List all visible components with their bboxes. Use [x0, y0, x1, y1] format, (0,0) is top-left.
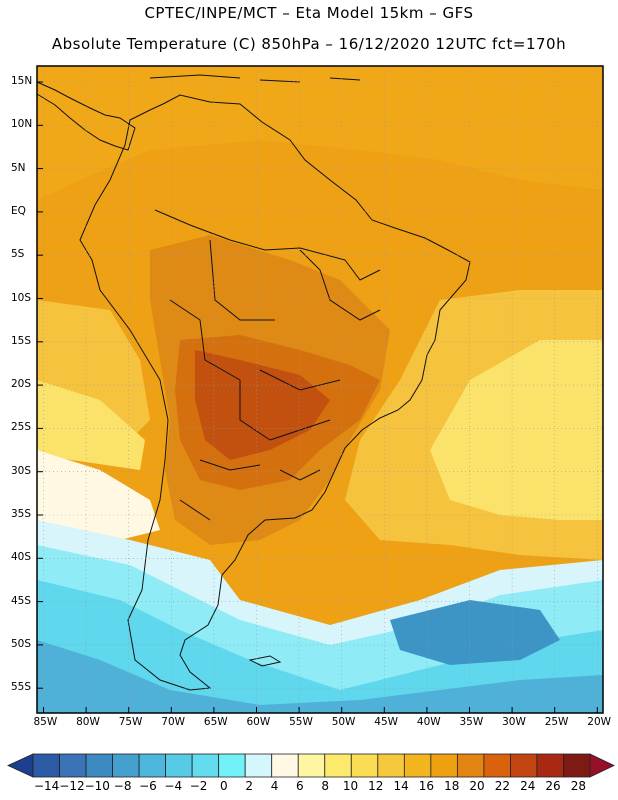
colorbar-bin — [377, 753, 405, 778]
longitude-label: 30W — [502, 716, 526, 728]
colorbar-tick-label: −4 — [164, 779, 183, 793]
colorbar-bin — [563, 753, 591, 778]
colorbar-tick-label: 24 — [520, 779, 536, 793]
latitude-label: 20S — [11, 378, 32, 391]
longitude-label: 80W — [76, 716, 100, 728]
colorbar-tick-label: 0 — [220, 779, 228, 793]
map-title: CPTEC/INPE/MCT – Eta Model 15km – GFS — [144, 4, 474, 22]
latitude-label: 15S — [11, 334, 32, 347]
colorbar-bin — [483, 753, 511, 778]
longitude-label: 50W — [331, 716, 356, 728]
latitude-label: 5N — [11, 161, 26, 174]
colorbar-bin — [218, 753, 246, 778]
colorbar-tick-label: −10 — [84, 779, 110, 793]
latitude-label: 10S — [11, 291, 32, 304]
colorbar-tick-label: −12 — [59, 779, 85, 793]
field-gold-north — [37, 66, 603, 200]
falkland-islands — [248, 655, 282, 667]
latitude-label: 5S — [11, 248, 25, 261]
colorbar-tick-label: 12 — [368, 779, 384, 793]
colorbar-bin — [59, 753, 87, 778]
longitude-label: 65W — [203, 716, 228, 728]
latitude-label: 50S — [11, 637, 32, 650]
colorbar-tick-label: 10 — [342, 779, 359, 793]
longitude-label: 60W — [246, 716, 271, 728]
colorbar-max-arrow — [589, 753, 615, 778]
colorbar-tick-label: 26 — [545, 779, 561, 793]
colorbar-tick-label: 2 — [245, 779, 254, 793]
colorbar-bin — [456, 753, 485, 778]
latitude-axis — [37, 81, 43, 689]
field-land-red-center — [235, 380, 295, 430]
latitude-label: 55S — [11, 681, 32, 694]
colorbar-bin — [510, 753, 538, 778]
colorbar-tick-label: −14 — [33, 779, 60, 793]
latitude-label: 40S — [11, 551, 32, 564]
coastlines — [36, 74, 471, 691]
latitude-label: 25S — [11, 421, 32, 434]
longitude-label: 55W — [289, 716, 313, 728]
longitude-label: 25W — [544, 716, 569, 728]
colorbar-bin — [403, 753, 432, 778]
longitude-label: 85W — [33, 716, 58, 728]
colorbar-tick-label: −6 — [139, 779, 157, 793]
latitude-label: 15N — [11, 75, 33, 87]
country-borders — [154, 209, 381, 521]
colorbar-bin — [112, 753, 140, 778]
colorbar-bin — [138, 753, 167, 778]
colorbar-bin — [536, 753, 564, 778]
colorbar-bin — [350, 753, 379, 778]
colorbar-bin — [324, 753, 352, 778]
colorbar-min-arrow — [7, 753, 34, 778]
longitude-label: 35W — [459, 716, 484, 728]
field-deep-blue-patch — [390, 600, 560, 665]
temperature-field — [37, 66, 603, 713]
colorbar-bin — [244, 753, 273, 778]
longitude-label: 40W — [416, 716, 441, 728]
map-frame — [36, 65, 604, 714]
colorbar-bin — [297, 753, 326, 778]
latitude-label: 35S — [11, 508, 32, 520]
colorbar-tick-label: 16 — [418, 779, 435, 793]
longitude-axis — [43, 707, 598, 713]
colorbar-tick-label: 6 — [296, 779, 304, 793]
colorbar-tick-label: 8 — [321, 779, 329, 793]
latitude-label: EQ — [11, 204, 26, 217]
colorbar-bin — [85, 753, 113, 778]
longitude-label: 75W — [118, 716, 143, 728]
latitude-label: 10N — [11, 118, 33, 131]
colorbar-tick-label: 14 — [393, 779, 409, 793]
field-blue-south — [37, 640, 603, 713]
colorbar-tick-label: 4 — [270, 779, 279, 793]
longitude-label: 20W — [587, 716, 612, 728]
map-subtitle: Absolute Temperature (C) 850hPa – 16/12/… — [51, 35, 567, 53]
colorbar-tick-label: 22 — [494, 779, 511, 793]
latitude-label: 30S — [11, 464, 32, 477]
colorbar-bin — [430, 753, 458, 778]
colorbar-bin — [191, 753, 220, 778]
field-yellow-west — [37, 380, 145, 470]
colorbar-tick-label: −2 — [189, 779, 208, 793]
colorbar-tick-label: 28 — [570, 779, 586, 793]
longitude-label: 45W — [374, 716, 399, 728]
central-america-coastline — [36, 81, 136, 151]
latitude-label: 45S — [11, 594, 32, 607]
longitude-label: 70W — [161, 716, 186, 728]
colorbar-tick-label: −8 — [113, 779, 132, 793]
south-america-coastline — [79, 94, 471, 691]
field-cyan-south — [37, 580, 603, 713]
colorbar-bin — [271, 753, 299, 778]
colorbar-bin — [32, 753, 60, 778]
colorbar-tick-label: 18 — [444, 779, 460, 793]
caribbean-islands — [149, 74, 361, 83]
field-cream-west — [37, 450, 160, 540]
colorbar-bin — [165, 753, 193, 778]
colorbar-tick-label: 20 — [469, 779, 485, 793]
colorbar — [7, 753, 615, 778]
